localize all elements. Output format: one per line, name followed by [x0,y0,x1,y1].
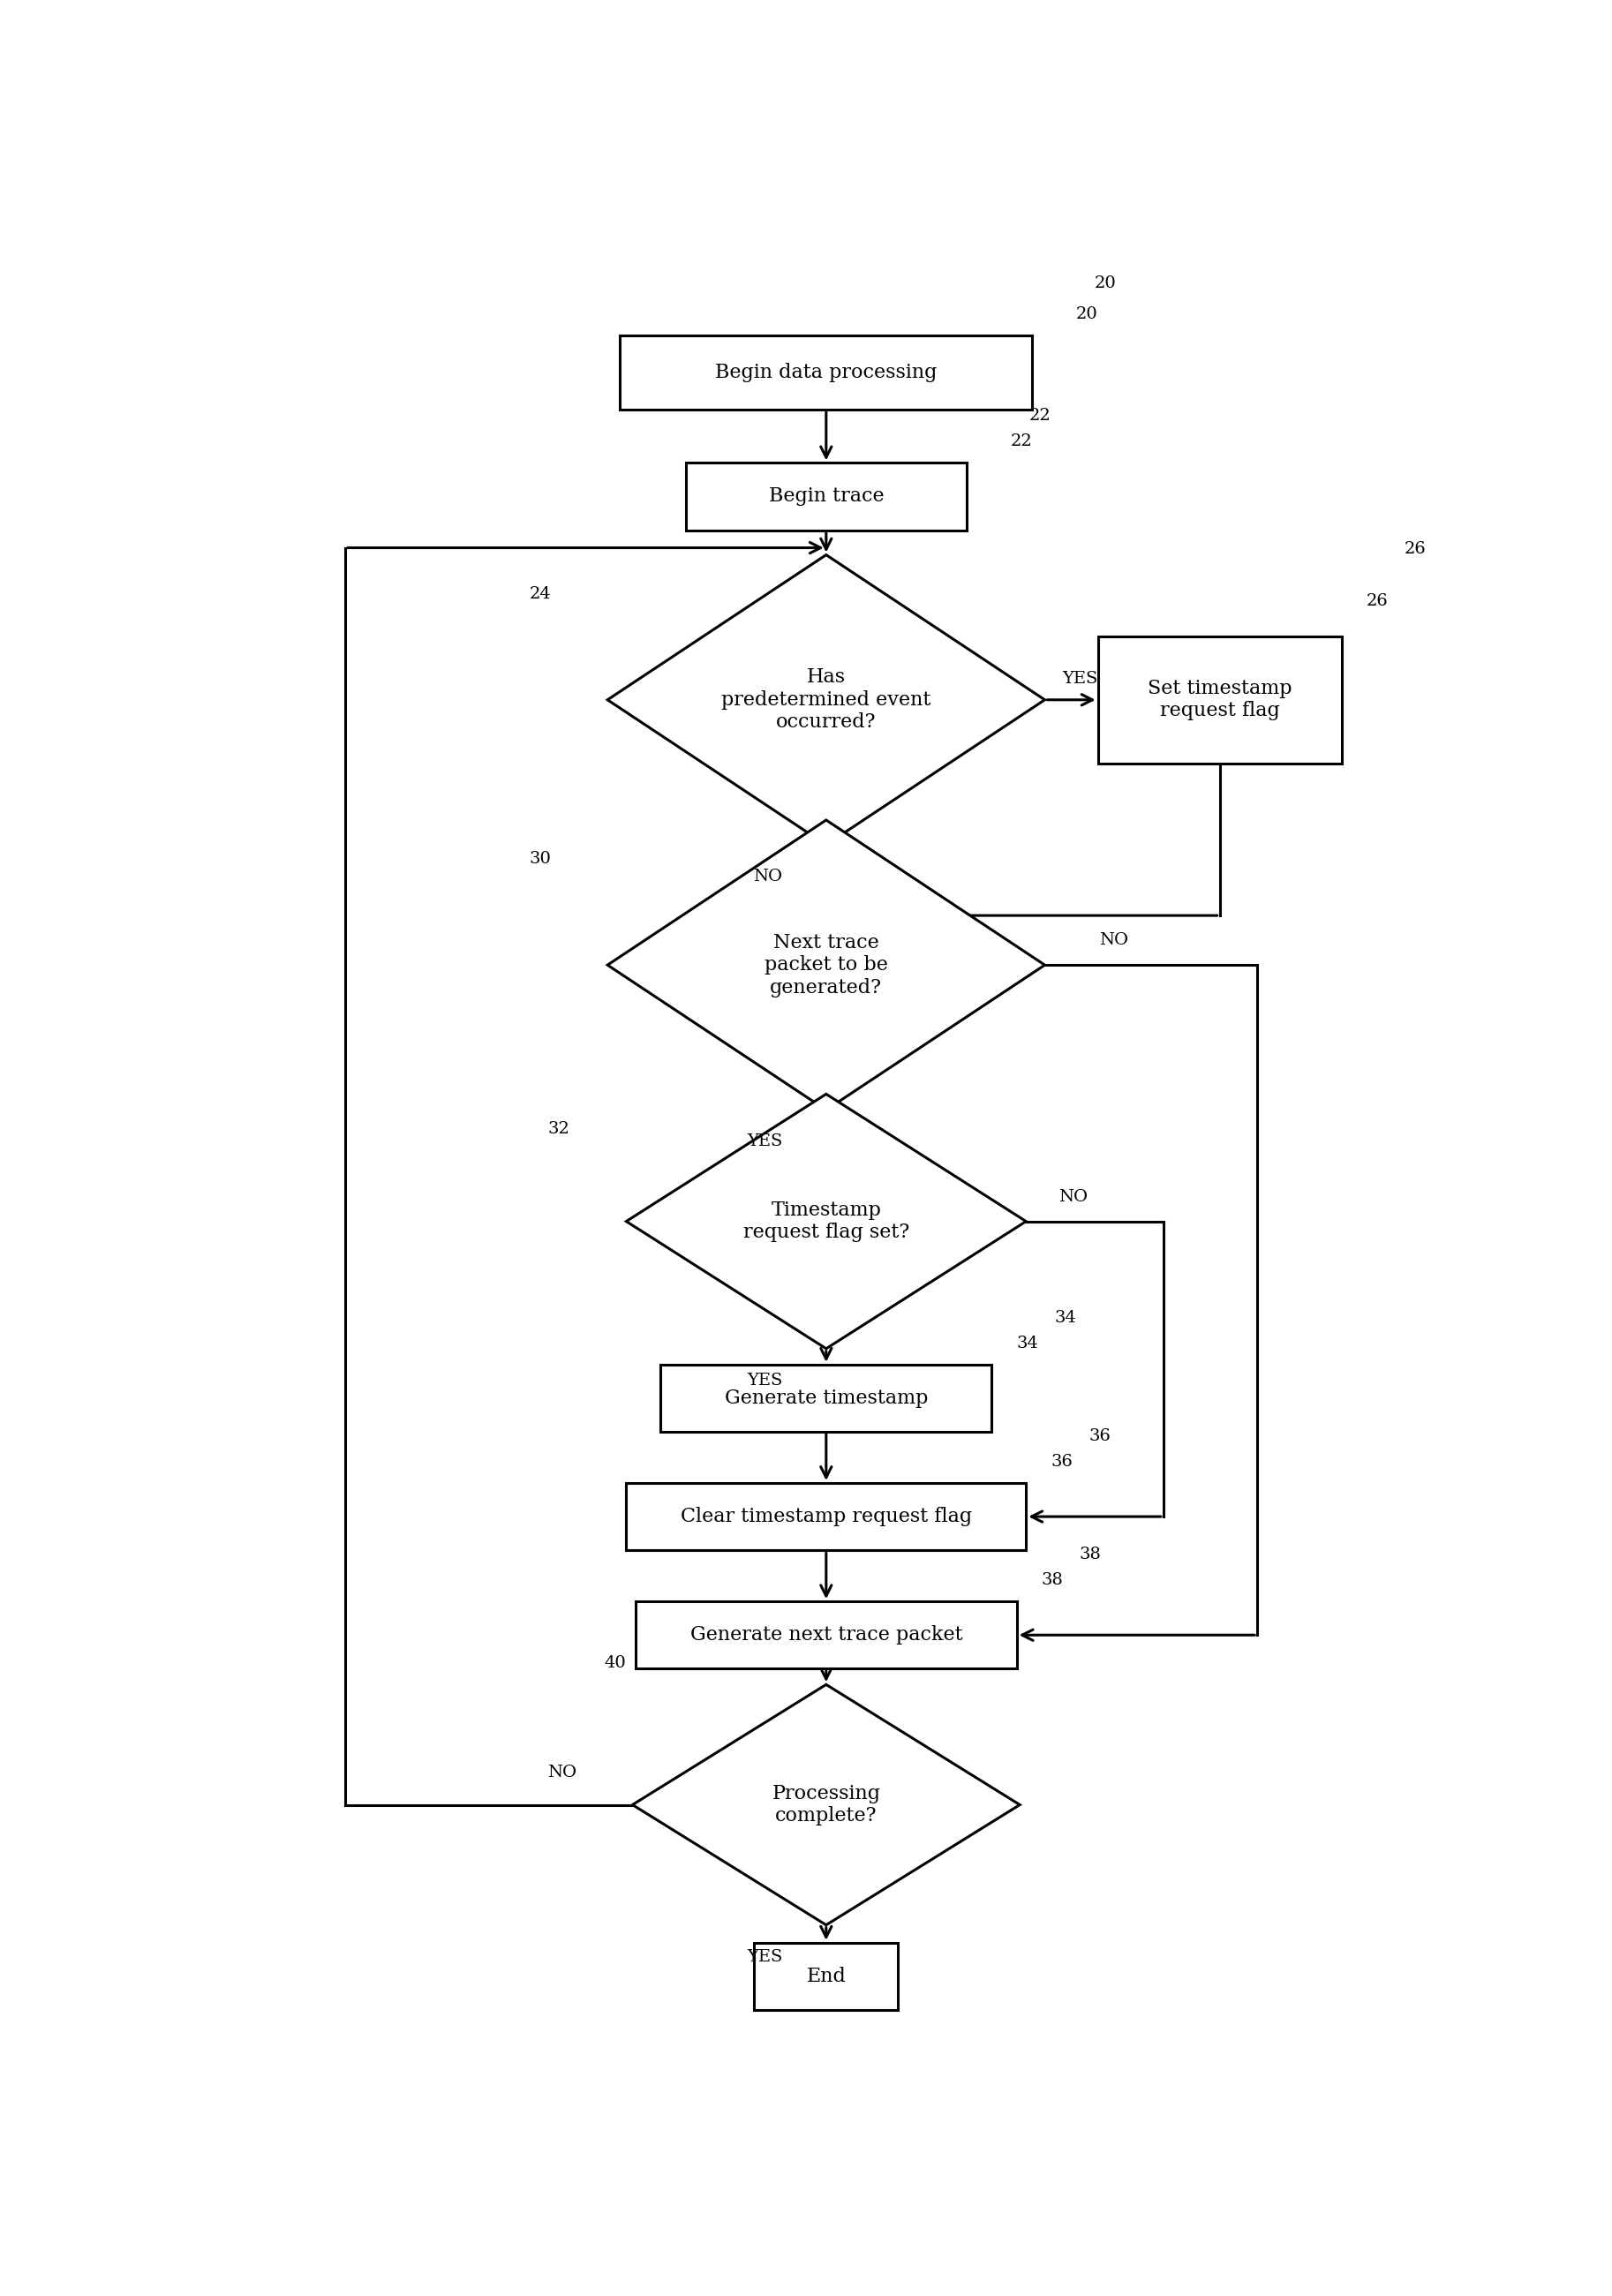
Text: Generate timestamp: Generate timestamp [724,1389,929,1407]
FancyBboxPatch shape [621,335,1032,411]
Text: 38: 38 [1041,1573,1064,1589]
Text: 36: 36 [1088,1428,1111,1444]
Text: 40: 40 [604,1655,625,1671]
FancyBboxPatch shape [1098,636,1341,765]
Text: Clear timestamp request flag: Clear timestamp request flag [680,1506,972,1527]
Text: NO: NO [753,868,782,884]
Text: 20: 20 [1077,305,1098,321]
Text: 36: 36 [1051,1453,1074,1469]
Text: Timestamp
request flag set?: Timestamp request flag set? [743,1201,909,1242]
Text: End: End [806,1968,846,1986]
Text: 20: 20 [1095,276,1117,292]
Text: Generate next trace packet: Generate next trace packet [690,1626,962,1644]
Text: 34: 34 [1017,1336,1038,1352]
Text: NO: NO [546,1766,577,1782]
FancyBboxPatch shape [754,1942,898,2009]
FancyBboxPatch shape [685,464,967,530]
Text: 22: 22 [1011,434,1032,450]
Text: Set timestamp
request flag: Set timestamp request flag [1148,680,1291,721]
Text: 38: 38 [1078,1548,1101,1564]
Text: YES: YES [1062,670,1098,687]
FancyBboxPatch shape [635,1603,1017,1669]
Text: Next trace
packet to be
generated?: Next trace packet to be generated? [764,932,888,996]
Polygon shape [632,1685,1020,1924]
Polygon shape [608,556,1045,845]
Text: Has
predetermined event
occurred?: Has predetermined event occurred? [722,668,930,732]
Text: YES: YES [746,1134,782,1150]
Text: Begin data processing: Begin data processing [716,363,937,383]
Text: 26: 26 [1367,592,1388,608]
Text: YES: YES [746,1373,782,1389]
FancyBboxPatch shape [661,1364,991,1433]
Text: Processing
complete?: Processing complete? [772,1784,880,1825]
Text: NO: NO [1059,1189,1088,1205]
Text: 34: 34 [1054,1309,1077,1325]
Text: 24: 24 [529,585,551,602]
Text: 22: 22 [1028,409,1051,425]
Text: NO: NO [1099,932,1128,948]
Text: 26: 26 [1404,542,1425,556]
Text: 30: 30 [529,852,551,868]
Polygon shape [625,1095,1025,1348]
FancyBboxPatch shape [625,1483,1025,1550]
Text: 32: 32 [548,1120,571,1137]
Text: YES: YES [746,1949,782,1965]
Polygon shape [608,820,1045,1109]
Text: Begin trace: Begin trace [769,487,883,505]
